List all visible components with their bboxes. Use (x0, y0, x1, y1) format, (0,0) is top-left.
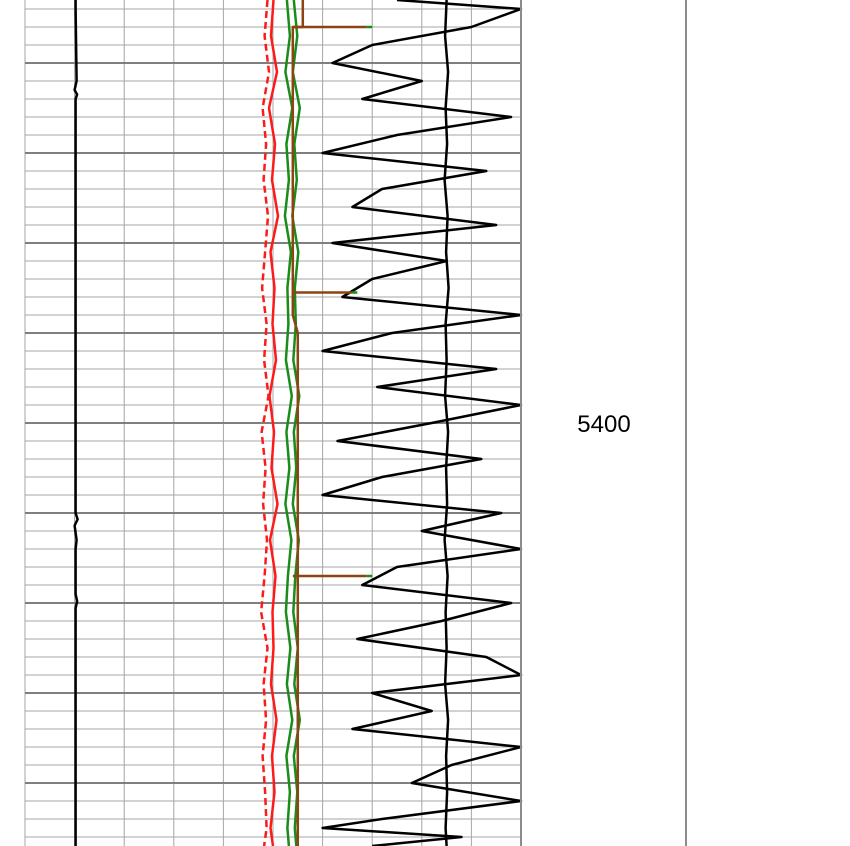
log-curve (259, 0, 271, 846)
log-curve (291, 0, 302, 846)
depth-labels: 5400 (577, 411, 630, 438)
log-curve (283, 0, 294, 846)
log-curve (321, 0, 523, 846)
flag-markers (292, 25, 373, 578)
log-curve (73, 0, 79, 846)
log-curve (443, 0, 450, 846)
log-curve (267, 0, 280, 846)
depth-label: 5400 (577, 411, 630, 438)
